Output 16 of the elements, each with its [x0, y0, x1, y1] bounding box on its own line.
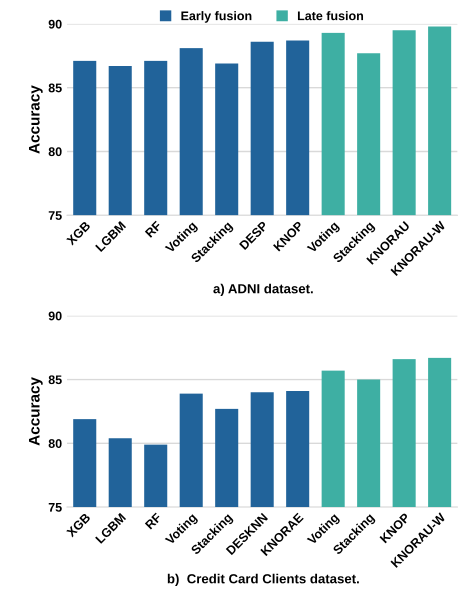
y-tick-label: 80 [48, 439, 62, 448]
y-axis-title: Accuracy [28, 377, 43, 446]
text: a) ADNI dataset. [213, 284, 313, 296]
text: b) Credit Card Clients dataset. [168, 574, 359, 586]
y-tick-label: 75 [48, 503, 62, 512]
legend-label: Late fusion [298, 11, 364, 20]
y-tick-label: 85 [48, 375, 62, 384]
y-tick-label: 90 [48, 312, 62, 320]
y-axis-title: Accuracy [28, 85, 43, 154]
y-tick-label: 90 [48, 20, 62, 29]
x-tick-label: RF [144, 512, 162, 530]
x-tick-label: RF [144, 220, 162, 238]
y-tick-label: 80 [48, 147, 62, 156]
y-tick-label: 75 [48, 211, 62, 220]
legend-label: Early fusion [181, 11, 252, 23]
y-tick-label: 85 [48, 84, 62, 92]
